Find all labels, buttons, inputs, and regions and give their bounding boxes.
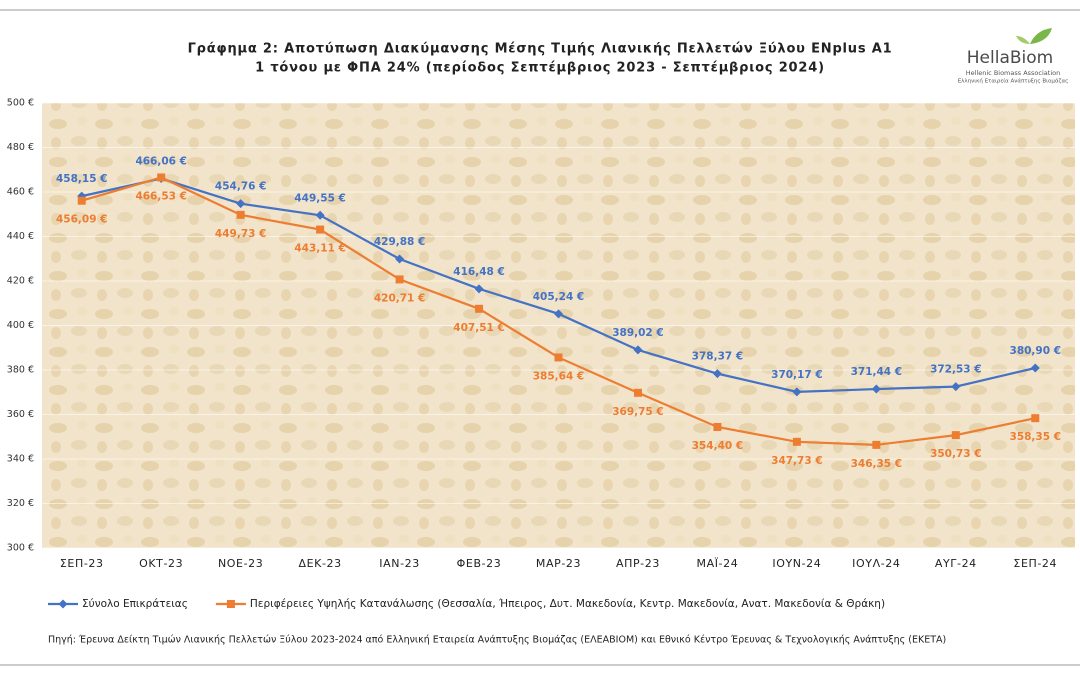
value-label: 449,55 €: [294, 192, 345, 204]
value-label: 389,02 €: [612, 327, 663, 339]
point-marker: [633, 388, 642, 397]
y-tick-label: 480 €: [7, 142, 34, 153]
point-marker: [316, 225, 325, 234]
value-label: 466,53 €: [135, 190, 186, 202]
x-tick-label: ΜΑΡ-23: [536, 557, 581, 570]
value-label: 385,64 €: [533, 370, 584, 382]
value-label: 358,35 €: [1010, 431, 1061, 443]
point-marker: [315, 210, 325, 220]
logo-name: HellaBiom: [967, 48, 1053, 68]
point-marker: [951, 431, 960, 440]
chart-title: Γράφημα 2: Αποτύπωση Διακύμανσης Μέσης Τ…: [188, 42, 893, 57]
point-marker: [951, 382, 961, 392]
value-label: 347,73 €: [771, 455, 822, 467]
y-tick-label: 500 €: [7, 98, 34, 109]
point-marker: [872, 440, 881, 449]
point-marker: [633, 345, 643, 355]
y-tick-label: 320 €: [7, 498, 34, 509]
chart-subtitle: 1 τόνου με ΦΠΑ 24% (περίοδος Σεπτέμβριος…: [255, 61, 825, 76]
x-tick-label: ΜΑΪ-24: [697, 557, 739, 570]
logo-leaf: [1016, 36, 1030, 44]
point-marker: [871, 384, 881, 394]
value-label: 466,06 €: [135, 156, 186, 168]
x-tick-label: ΦΕΒ-23: [457, 557, 502, 570]
value-label: 350,73 €: [930, 448, 981, 460]
point-marker: [474, 284, 484, 294]
value-label: 371,44 €: [851, 366, 902, 378]
y-tick-label: 440 €: [7, 231, 34, 242]
value-label: 458,15 €: [56, 173, 107, 185]
x-tick-label: ΙΟΥΝ-24: [772, 557, 821, 570]
legend-marker: [226, 600, 235, 608]
point-marker: [395, 254, 405, 264]
value-label: 372,53 €: [930, 364, 981, 376]
value-label: 429,88 €: [374, 236, 425, 248]
y-tick-label: 300 €: [7, 543, 34, 554]
value-label: 369,75 €: [612, 406, 663, 418]
value-label: 378,37 €: [692, 351, 743, 363]
y-tick-label: 340 €: [7, 454, 34, 465]
x-tick-label: ΔΕΚ-23: [298, 557, 341, 570]
x-tick-label: ΝΟΕ-23: [218, 557, 263, 570]
value-label: 380,90 €: [1010, 345, 1061, 357]
point-marker: [157, 173, 166, 182]
logo-line2: Ελληνική Εταιρεία Ανάπτυξης Βιομάζας: [958, 78, 1069, 85]
y-tick-label: 400 €: [7, 320, 34, 331]
x-tick-label: ΣΕΠ-23: [60, 557, 104, 570]
point-marker: [475, 304, 484, 313]
point-marker: [1030, 363, 1040, 373]
x-tick-label: ΑΠΡ-23: [616, 557, 660, 570]
legend-label: Περιφέρειες Υψηλής Κατανάλωσης (Θεσσαλία…: [250, 598, 885, 610]
x-tick-label: ΑΥΓ-24: [935, 557, 977, 570]
value-label: 456,09 €: [56, 214, 107, 226]
point-marker: [713, 422, 722, 431]
source-note: Πηγή: Έρευνα Δείκτη Τιμών Λιανικής Πελλε…: [48, 635, 946, 646]
logo: HellaBiom Hellenic Biomass Association Ε…: [958, 28, 1069, 85]
value-label: 370,17 €: [771, 369, 822, 381]
y-tick-label: 380 €: [7, 365, 34, 376]
x-tick-label: ΟΚΤ-23: [139, 557, 183, 570]
point-marker: [77, 196, 86, 205]
value-label: 405,24 €: [533, 291, 584, 303]
point-marker: [712, 369, 722, 379]
point-marker: [395, 275, 404, 284]
point-marker: [792, 437, 801, 446]
value-label: 354,40 €: [692, 440, 743, 452]
point-marker: [1031, 414, 1040, 423]
point-marker: [792, 387, 802, 397]
value-label: 346,35 €: [851, 458, 902, 470]
x-tick-label: ΙΑΝ-23: [379, 557, 420, 570]
point-marker: [236, 199, 246, 209]
value-label: 420,71 €: [374, 292, 425, 304]
x-tick-label: ΙΟΥΛ-24: [852, 557, 900, 570]
x-tick-label: ΣΕΠ-24: [1013, 557, 1057, 570]
value-label: 407,51 €: [453, 322, 504, 334]
value-label: 449,73 €: [215, 228, 266, 240]
y-tick-label: 360 €: [7, 409, 34, 420]
legend-marker: [58, 599, 68, 609]
point-marker: [236, 210, 245, 219]
logo-line1: Hellenic Biomass Association: [966, 69, 1060, 77]
value-label: 416,48 €: [453, 266, 504, 278]
y-tick-label: 460 €: [7, 187, 34, 198]
value-label: 443,11 €: [294, 243, 345, 255]
value-label: 454,76 €: [215, 181, 266, 193]
logo-leaf: [1030, 28, 1052, 44]
legend-label: Σύνολο Επικράτειας: [82, 598, 188, 610]
y-tick-label: 420 €: [7, 276, 34, 287]
point-marker: [554, 309, 563, 319]
point-marker: [554, 353, 563, 362]
